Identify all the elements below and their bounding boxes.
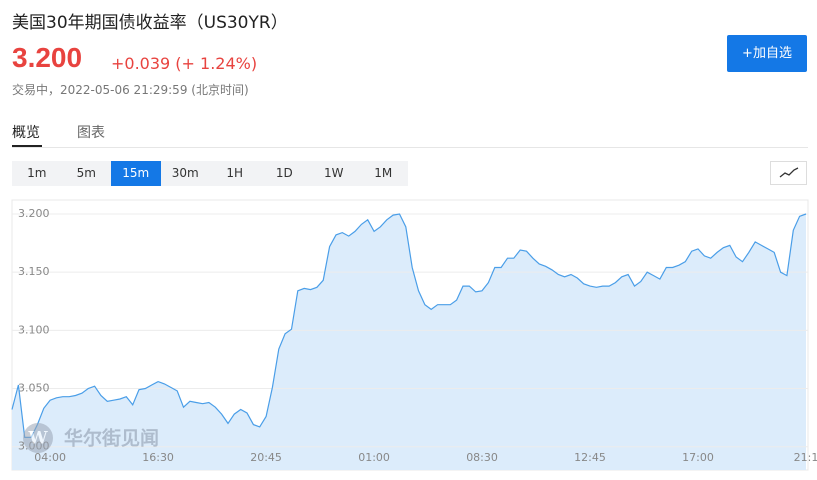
x-tick-label: 16:30 xyxy=(142,451,174,464)
interval-button[interactable]: 1D xyxy=(275,166,293,180)
line xyxy=(11,213,807,438)
tab-underline xyxy=(12,145,42,147)
change: +0.039 (+ 1.24%) xyxy=(111,54,258,73)
add-button[interactable]: +加自选 xyxy=(727,35,807,72)
x-tick-label: 20:45 xyxy=(250,451,282,464)
y-tick-label: 3.050 xyxy=(18,382,50,395)
chart-type-button[interactable] xyxy=(770,161,807,185)
tab[interactable]: 图表 xyxy=(77,125,105,141)
area-fill xyxy=(12,214,806,470)
divider xyxy=(12,147,808,148)
interval-button[interactable]: 1H xyxy=(226,166,244,180)
watermark-logo xyxy=(23,423,53,453)
watermark-logo-letter: W xyxy=(27,429,48,449)
x-tick-label: 12:45 xyxy=(574,451,606,464)
y-tick-label: 3.100 xyxy=(18,323,50,336)
status: 交易中，2022-05-06 21:29:59 (北京时间) xyxy=(12,83,249,97)
interval-button[interactable]: 5m xyxy=(76,166,96,180)
x-tick-label: 01:00 xyxy=(358,451,390,464)
interval-button[interactable]: 1M xyxy=(374,166,393,180)
title: 美国30年期国债收益率（US30YR） xyxy=(12,13,288,33)
interval-bar: 1m 5m 15m 30m 1H 1D 1W 1M xyxy=(12,161,408,186)
interval-button[interactable]: 1m xyxy=(27,166,47,180)
y-tick-label: 3.200 xyxy=(18,207,50,220)
price: 3.200 xyxy=(12,42,83,73)
interval-button[interactable]: 1W xyxy=(324,166,344,180)
watermark-text: 华尔街见闻 xyxy=(64,427,159,450)
line-icon xyxy=(779,167,799,178)
x-tick-label: 17:00 xyxy=(682,451,714,464)
x-tick-label: 04:00 xyxy=(34,451,66,464)
chart: 3.0003.0503.1003.1503.20004:0016:3020:45… xyxy=(11,199,817,471)
watermark: W 华尔街见闻 xyxy=(23,423,159,453)
tab[interactable]: 概览 xyxy=(12,125,40,141)
interval-button[interactable]: 15m xyxy=(111,161,161,186)
interval-button[interactable]: 30m xyxy=(171,166,199,180)
x-tick-label: 21:1 xyxy=(794,451,817,464)
y-tick-label: 3.150 xyxy=(18,265,50,278)
x-tick-label: 08:30 xyxy=(466,451,498,464)
